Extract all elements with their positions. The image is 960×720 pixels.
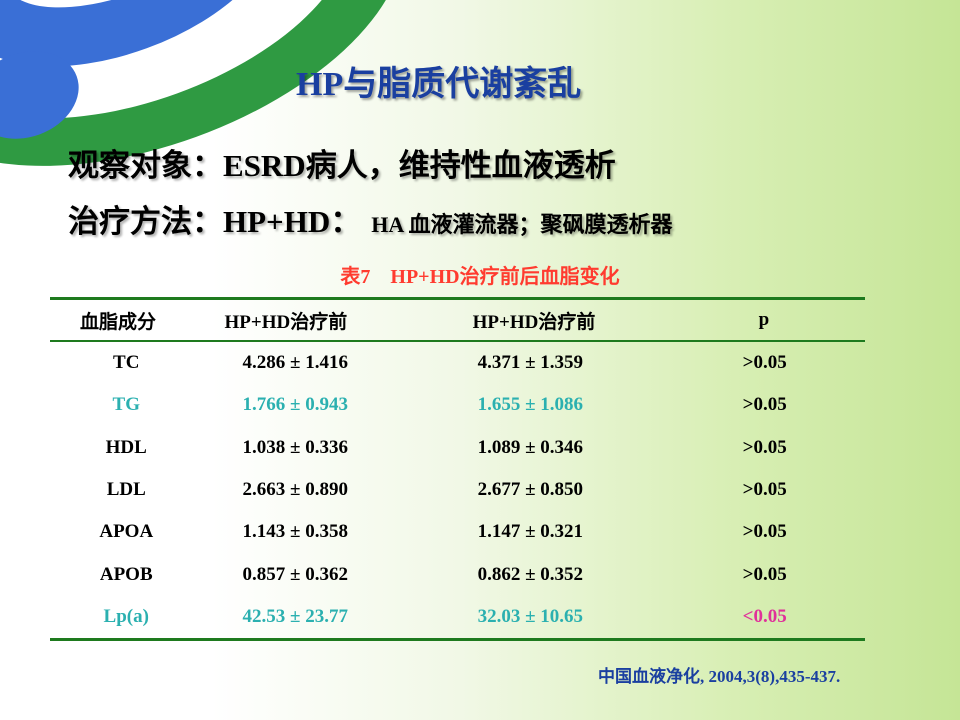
cell-before: 0.857 ± 0.362 (242, 563, 348, 585)
method-main: 治疗方法：HP+HD： (68, 204, 362, 239)
header-component: 血脂成分 (50, 300, 203, 342)
table-row: APOB 0.857 ± 0.362 0.862 ± 0.352 >0.05 (50, 553, 865, 595)
cell-p: <0.05 (742, 605, 787, 627)
table-row: LDL 2.663 ± 0.890 2.677 ± 0.850 >0.05 (50, 469, 865, 511)
cell-name: APOB (99, 563, 153, 585)
cell-before: 42.53 ± 23.77 (242, 605, 348, 627)
cell-after: 1.655 ± 1.086 (477, 394, 584, 416)
cell-p: >0.05 (742, 563, 787, 585)
cell-after: 32.03 ± 10.65 (477, 605, 584, 627)
header-after: HP+HD治疗前 (438, 300, 671, 342)
table-row: TC 4.286 ± 1.416 4.371 ± 1.359 >0.05 (50, 341, 865, 384)
header-before: HP+HD治疗前 (202, 300, 439, 342)
lipid-table: 血脂成分 HP+HD治疗前 HP+HD治疗前 p TC 4.286 ± 1.41… (50, 297, 865, 642)
cell-before: 1.766 ± 0.943 (242, 394, 348, 416)
cell-p: >0.05 (742, 352, 787, 374)
cell-p: >0.05 (742, 479, 787, 501)
cell-after: 2.677 ± 0.850 (477, 479, 584, 501)
cell-before: 4.286 ± 1.416 (242, 352, 348, 374)
slide-title: HP与脂质代谢紊乱 (296, 66, 582, 103)
cell-before: 1.143 ± 0.358 (242, 521, 348, 543)
cell-name: LDL (106, 479, 146, 501)
table-row: HDL 1.038 ± 0.336 1.089 ± 0.346 >0.05 (50, 427, 865, 469)
cell-name: TC (113, 352, 140, 374)
table-row: Lp(a) 42.53 ± 23.77 32.03 ± 10.65 <0.05 (50, 596, 865, 638)
cell-before: 1.038 ± 0.336 (242, 436, 348, 458)
cell-p: >0.05 (742, 394, 787, 416)
cell-after: 4.371 ± 1.359 (477, 352, 584, 374)
subject-line: 观察对象：ESRD病人，维持性血液透析 (68, 148, 616, 183)
table-row: APOA 1.143 ± 0.358 1.147 ± 0.321 >0.05 (50, 511, 865, 553)
cell-name: APOA (99, 521, 154, 543)
cell-name: Lp(a) (103, 605, 149, 627)
cell-p: >0.05 (742, 521, 787, 543)
table-row: TG 1.766 ± 0.943 1.655 ± 1.086 >0.05 (50, 384, 865, 426)
table-header-row: 血脂成分 HP+HD治疗前 HP+HD治疗前 p (50, 300, 865, 342)
cell-after: 1.147 ± 0.321 (477, 521, 584, 543)
cell-after: 1.089 ± 0.346 (477, 436, 584, 458)
cell-p: >0.05 (742, 436, 787, 458)
cell-name: HDL (105, 436, 147, 458)
cell-after: 0.862 ± 0.352 (477, 563, 584, 585)
citation: 中国血液净化, 2004,3(8),435-437. (598, 667, 841, 686)
cell-name: TG (112, 394, 140, 416)
table-caption: 表7 HP+HD治疗前后血脂变化 (340, 266, 620, 288)
header-p: p (670, 300, 865, 342)
method-line: 治疗方法：HP+HD： HA 血液灌流器；聚砜膜透析器 (68, 196, 673, 241)
cell-before: 2.663 ± 0.890 (242, 479, 348, 501)
method-detail: HA 血液灌流器；聚砜膜透析器 (371, 212, 673, 237)
